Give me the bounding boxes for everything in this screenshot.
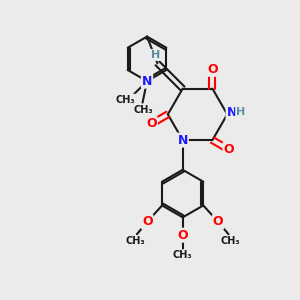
Text: CH₃: CH₃	[134, 105, 153, 115]
Text: O: O	[207, 63, 218, 76]
Text: O: O	[213, 215, 224, 228]
Text: N: N	[178, 134, 188, 147]
Text: N: N	[226, 106, 237, 119]
Text: H: H	[151, 50, 160, 60]
Text: H: H	[236, 107, 245, 117]
Text: CH₃: CH₃	[116, 94, 135, 105]
Text: O: O	[224, 143, 234, 156]
Text: O: O	[177, 229, 188, 242]
Text: CH₃: CH₃	[220, 236, 240, 246]
Text: O: O	[142, 215, 153, 228]
Text: O: O	[146, 117, 157, 130]
Text: CH₃: CH₃	[173, 250, 193, 260]
Text: N: N	[142, 75, 152, 88]
Text: CH₃: CH₃	[125, 236, 145, 246]
